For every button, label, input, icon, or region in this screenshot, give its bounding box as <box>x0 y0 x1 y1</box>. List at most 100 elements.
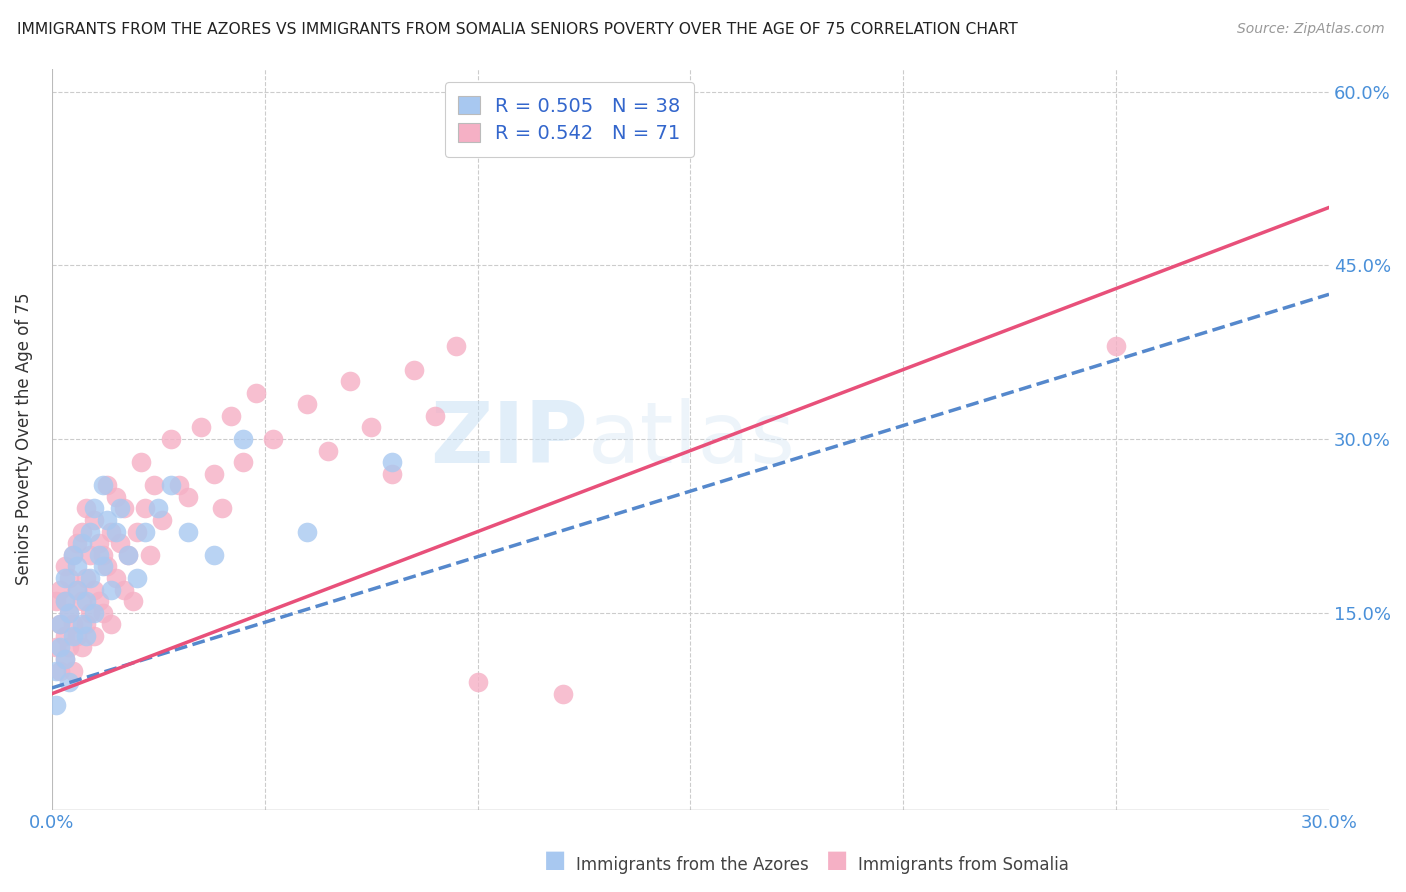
Point <box>134 501 156 516</box>
Point <box>381 455 404 469</box>
Point <box>75 617 97 632</box>
Point <box>117 548 139 562</box>
Point <box>87 548 110 562</box>
Point <box>66 629 89 643</box>
Point <box>49 617 72 632</box>
Point <box>1105 339 1128 353</box>
Point <box>129 455 152 469</box>
Point <box>96 559 118 574</box>
Point <box>91 559 114 574</box>
Point <box>62 548 84 562</box>
Point <box>66 559 89 574</box>
Point <box>339 374 361 388</box>
Point <box>152 513 174 527</box>
Point <box>148 501 170 516</box>
Point <box>160 432 183 446</box>
Point <box>117 548 139 562</box>
Point <box>53 559 76 574</box>
Point <box>219 409 242 423</box>
Point <box>70 594 93 608</box>
Point <box>112 501 135 516</box>
Point <box>83 513 105 527</box>
Point <box>58 606 80 620</box>
Point <box>177 490 200 504</box>
Point <box>96 478 118 492</box>
Y-axis label: Seniors Poverty Over the Age of 75: Seniors Poverty Over the Age of 75 <box>15 293 32 585</box>
Point <box>125 571 148 585</box>
Text: atlas: atlas <box>588 398 796 481</box>
Point <box>232 432 254 446</box>
Point <box>87 536 110 550</box>
Point <box>66 536 89 550</box>
Text: ■: ■ <box>544 848 567 872</box>
Point <box>49 664 72 678</box>
Point <box>62 664 84 678</box>
Legend: R = 0.505   N = 38, R = 0.542   N = 71: R = 0.505 N = 38, R = 0.542 N = 71 <box>444 82 695 157</box>
Point <box>53 571 76 585</box>
Point <box>70 617 93 632</box>
Point <box>87 594 110 608</box>
Point <box>53 629 76 643</box>
Point <box>79 548 101 562</box>
Point <box>211 501 233 516</box>
Text: Immigrants from the Azores: Immigrants from the Azores <box>576 856 810 874</box>
Point <box>70 536 93 550</box>
Point <box>91 548 114 562</box>
Point <box>45 640 67 655</box>
Point <box>177 524 200 539</box>
Point <box>381 467 404 481</box>
Point <box>262 432 284 446</box>
Point <box>53 652 76 666</box>
Point <box>402 362 425 376</box>
Point <box>49 640 72 655</box>
Point <box>49 617 72 632</box>
Point <box>467 675 489 690</box>
Point <box>58 675 80 690</box>
Point <box>100 524 122 539</box>
Point <box>100 617 122 632</box>
Point <box>134 524 156 539</box>
Point <box>100 582 122 597</box>
Point <box>96 513 118 527</box>
Point <box>104 490 127 504</box>
Point <box>79 571 101 585</box>
Point <box>160 478 183 492</box>
Point <box>70 640 93 655</box>
Point <box>295 524 318 539</box>
Point <box>91 478 114 492</box>
Point <box>75 571 97 585</box>
Point <box>62 617 84 632</box>
Point <box>190 420 212 434</box>
Point <box>295 397 318 411</box>
Point <box>58 606 80 620</box>
Point <box>104 571 127 585</box>
Point <box>75 501 97 516</box>
Point <box>169 478 191 492</box>
Point <box>91 606 114 620</box>
Point <box>45 594 67 608</box>
Point <box>83 629 105 643</box>
Point <box>62 548 84 562</box>
Point <box>551 687 574 701</box>
Point <box>53 594 76 608</box>
Point <box>360 420 382 434</box>
Point <box>79 524 101 539</box>
Point <box>202 467 225 481</box>
Point <box>49 582 72 597</box>
Point <box>66 582 89 597</box>
Point <box>53 594 76 608</box>
Point <box>108 501 131 516</box>
Point <box>75 594 97 608</box>
Point <box>75 629 97 643</box>
Point <box>444 339 467 353</box>
Point <box>423 409 446 423</box>
Point <box>104 524 127 539</box>
Point <box>45 664 67 678</box>
Point <box>108 536 131 550</box>
Point <box>70 524 93 539</box>
Point <box>232 455 254 469</box>
Point <box>125 524 148 539</box>
Point <box>202 548 225 562</box>
Point <box>53 652 76 666</box>
Point <box>121 594 143 608</box>
